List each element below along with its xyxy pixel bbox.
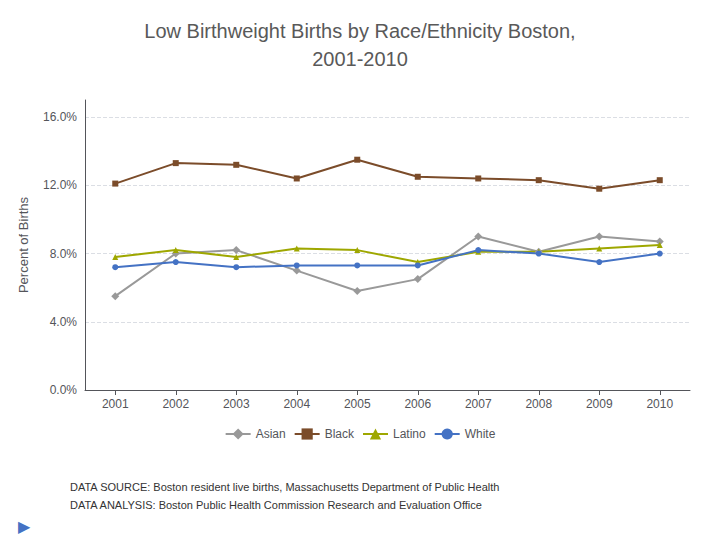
svg-text:2010: 2010: [646, 397, 673, 411]
svg-text:2008: 2008: [525, 397, 552, 411]
svg-text:Low Birthweight Births by Race: Low Birthweight Births by Race/Ethnicity…: [144, 20, 575, 42]
svg-text:0.0%: 0.0%: [50, 383, 78, 397]
svg-text:2004: 2004: [283, 397, 310, 411]
svg-text:Black: Black: [325, 427, 355, 441]
svg-text:▶: ▶: [18, 518, 31, 535]
svg-text:DATA ANALYSIS: Boston Public H: DATA ANALYSIS: Boston Public Health Comm…: [70, 499, 482, 511]
svg-text:2009: 2009: [586, 397, 613, 411]
svg-text:12.0%: 12.0%: [43, 178, 77, 192]
svg-text:2003: 2003: [223, 397, 250, 411]
svg-text:2002: 2002: [162, 397, 189, 411]
svg-text:White: White: [465, 427, 496, 441]
svg-text:Asian: Asian: [256, 427, 286, 441]
svg-text:16.0%: 16.0%: [43, 110, 77, 124]
svg-text:2005: 2005: [344, 397, 371, 411]
svg-text:2001-2010: 2001-2010: [312, 48, 408, 70]
svg-text:8.0%: 8.0%: [50, 247, 78, 261]
svg-text:2001: 2001: [102, 397, 129, 411]
svg-text:Latino: Latino: [393, 427, 426, 441]
svg-text:2006: 2006: [404, 397, 431, 411]
svg-text:Percent of Births: Percent of Births: [16, 196, 31, 293]
svg-text:DATA SOURCE: Boston resident l: DATA SOURCE: Boston resident live births…: [70, 481, 499, 493]
svg-text:2007: 2007: [465, 397, 492, 411]
svg-text:4.0%: 4.0%: [50, 315, 78, 329]
